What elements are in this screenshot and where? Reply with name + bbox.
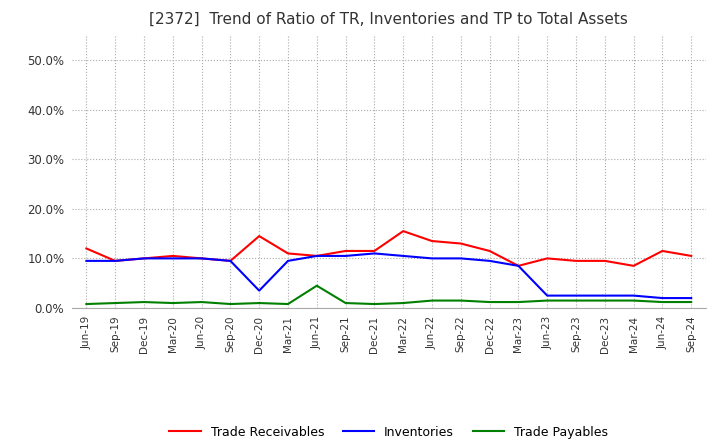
Trade Receivables [82, 246, 91, 251]
Trade Receivables [600, 258, 609, 264]
Inventories [111, 258, 120, 264]
Trade Payables [255, 301, 264, 306]
Trade Receivables [168, 253, 177, 259]
Inventories [255, 288, 264, 293]
Trade Payables [312, 283, 321, 288]
Title: [2372]  Trend of Ratio of TR, Inventories and TP to Total Assets: [2372] Trend of Ratio of TR, Inventories… [149, 12, 629, 27]
Trade Receivables [341, 248, 350, 253]
Trade Receivables [284, 251, 292, 256]
Inventories [428, 256, 436, 261]
Inventories [687, 295, 696, 301]
Trade Receivables [572, 258, 580, 264]
Trade Receivables [543, 256, 552, 261]
Inventories [284, 258, 292, 264]
Trade Payables [399, 301, 408, 306]
Inventories [658, 295, 667, 301]
Inventories [82, 258, 91, 264]
Trade Payables [485, 299, 494, 304]
Inventories [600, 293, 609, 298]
Trade Receivables [111, 258, 120, 264]
Trade Receivables [399, 228, 408, 234]
Line: Inventories: Inventories [86, 253, 691, 298]
Trade Receivables [197, 256, 206, 261]
Trade Payables [370, 301, 379, 307]
Trade Payables [428, 298, 436, 303]
Trade Payables [284, 301, 292, 307]
Trade Receivables [658, 248, 667, 253]
Trade Receivables [456, 241, 465, 246]
Inventories [370, 251, 379, 256]
Trade Payables [572, 298, 580, 303]
Inventories [485, 258, 494, 264]
Trade Payables [658, 299, 667, 304]
Trade Payables [197, 299, 206, 304]
Inventories [572, 293, 580, 298]
Inventories [226, 258, 235, 264]
Inventories [399, 253, 408, 259]
Trade Receivables [255, 234, 264, 239]
Trade Receivables [687, 253, 696, 259]
Trade Receivables [370, 248, 379, 253]
Legend: Trade Receivables, Inventories, Trade Payables: Trade Receivables, Inventories, Trade Pa… [164, 421, 613, 440]
Inventories [514, 263, 523, 268]
Inventories [312, 253, 321, 259]
Inventories [456, 256, 465, 261]
Trade Payables [543, 298, 552, 303]
Trade Payables [168, 301, 177, 306]
Trade Payables [140, 299, 148, 304]
Inventories [168, 256, 177, 261]
Inventories [341, 253, 350, 259]
Trade Receivables [485, 248, 494, 253]
Trade Receivables [514, 263, 523, 268]
Trade Payables [629, 298, 638, 303]
Trade Receivables [629, 263, 638, 268]
Trade Payables [341, 301, 350, 306]
Trade Receivables [428, 238, 436, 244]
Inventories [197, 256, 206, 261]
Trade Receivables [140, 256, 148, 261]
Line: Trade Payables: Trade Payables [86, 286, 691, 304]
Trade Payables [226, 301, 235, 307]
Inventories [629, 293, 638, 298]
Trade Payables [687, 299, 696, 304]
Trade Payables [456, 298, 465, 303]
Trade Receivables [312, 253, 321, 259]
Trade Receivables [226, 258, 235, 264]
Trade Payables [82, 301, 91, 307]
Inventories [543, 293, 552, 298]
Inventories [140, 256, 148, 261]
Trade Payables [111, 301, 120, 306]
Trade Payables [514, 299, 523, 304]
Trade Payables [600, 298, 609, 303]
Line: Trade Receivables: Trade Receivables [86, 231, 691, 266]
